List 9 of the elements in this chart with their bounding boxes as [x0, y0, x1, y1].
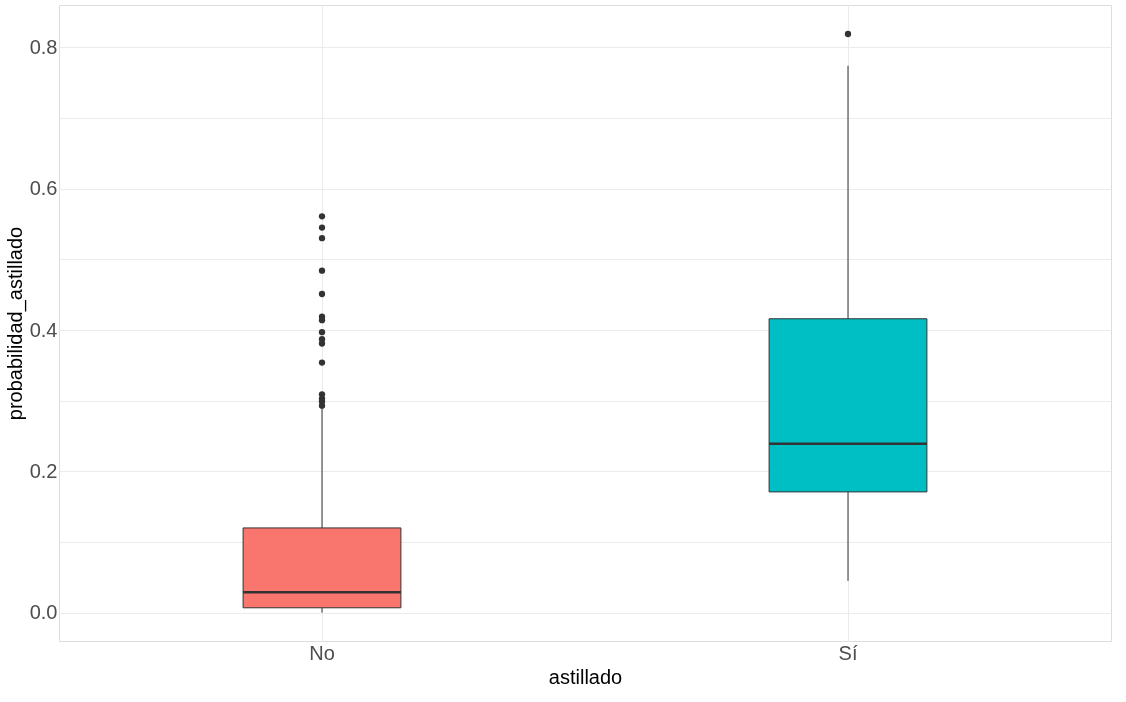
y-tick-label: 0.4	[29, 318, 58, 341]
x-tick-label: No	[309, 641, 335, 664]
y-tick-label: 0.0	[29, 601, 58, 624]
y-tick-label: 0.2	[29, 459, 58, 482]
y-axis-title: probabilidad_astillado	[3, 226, 27, 421]
y-tick-label: 0.6	[29, 177, 58, 200]
y-tick-label: 0.8	[29, 35, 58, 58]
x-tick-label: Sí	[838, 641, 858, 664]
x-axis-title: astillado	[548, 665, 623, 688]
